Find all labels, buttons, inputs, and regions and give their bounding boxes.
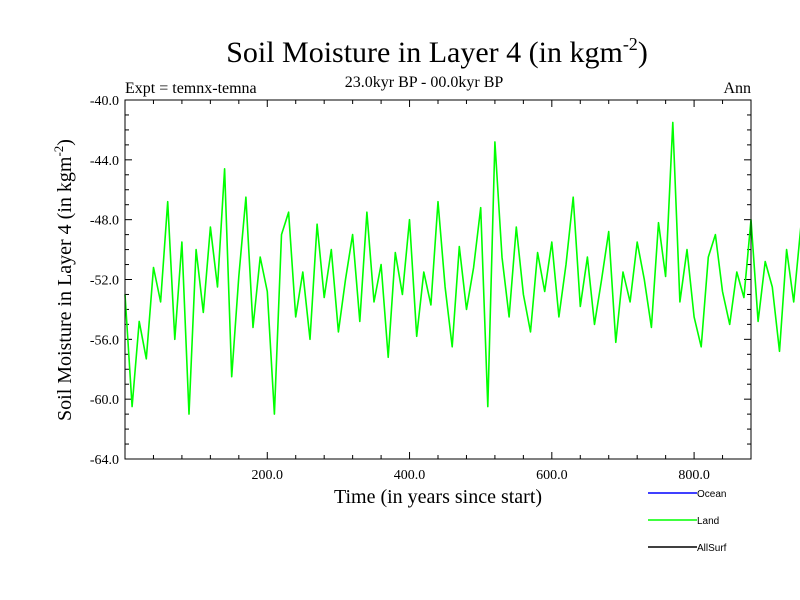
y-axis-label: Soil Moisture in Layer 4 (in kgm-2) bbox=[51, 139, 76, 421]
season-label: Ann bbox=[723, 80, 751, 97]
x-axis-label: Time (in years since start) bbox=[334, 486, 542, 508]
chart-title: Soil Moisture in Layer 4 (in kgm-2) bbox=[226, 34, 648, 69]
x-axis-ticks: 200.0 400.0 600.0 800.0 bbox=[152, 100, 724, 483]
y-tick-label: -44.0 bbox=[90, 154, 119, 169]
x-tick-label: 200.0 bbox=[252, 468, 284, 483]
y-tick-label: -56.0 bbox=[90, 333, 119, 348]
x-tick-label: 800.0 bbox=[678, 468, 710, 483]
y-tick-label: -52.0 bbox=[90, 274, 119, 289]
plot-frame bbox=[124, 99, 752, 460]
y-tick-label: -64.0 bbox=[90, 453, 119, 468]
y-tick-label: -60.0 bbox=[90, 393, 119, 408]
series-line-land bbox=[124, 121, 800, 415]
x-tick-label: 400.0 bbox=[394, 468, 426, 483]
x-tick-label: 600.0 bbox=[536, 468, 568, 483]
y-tick-label: -40.0 bbox=[90, 94, 119, 109]
y-tick-label: -48.0 bbox=[90, 214, 119, 229]
legend-label-ocean: Ocean bbox=[697, 489, 726, 500]
legend-label-land: Land bbox=[697, 516, 719, 527]
legend: Ocean Land AllSurf bbox=[648, 489, 727, 554]
experiment-label: Expt = temnx-temna bbox=[125, 80, 257, 97]
legend-label-allsurf: AllSurf bbox=[697, 543, 727, 554]
time-range-label: 23.0kyr BP - 00.0kyr BP bbox=[345, 74, 504, 91]
